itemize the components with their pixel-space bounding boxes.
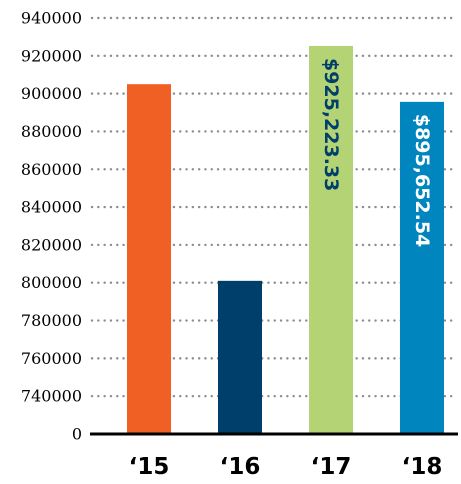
bar bbox=[309, 45, 353, 434]
y-tick-label: 880000 bbox=[21, 122, 82, 141]
x-tick-label: ‘16 bbox=[220, 454, 261, 480]
gridlines bbox=[90, 16, 458, 398]
x-tick-label: ‘15 bbox=[129, 454, 170, 480]
y-tick-label: 760000 bbox=[21, 349, 82, 368]
x-axis-ticks: ‘15 ‘16 ‘17 ‘18 bbox=[129, 454, 443, 480]
bar bbox=[127, 84, 171, 434]
x-tick-label: ‘18 bbox=[402, 454, 443, 480]
y-tick-label: 740000 bbox=[21, 387, 82, 406]
y-axis-ticks: 0 740000 760000 780000 800000 820000 840000 860… bbox=[21, 9, 82, 444]
y-tick-label: 860000 bbox=[21, 160, 82, 179]
y-tick-label: 820000 bbox=[21, 235, 82, 254]
bar-data-label: $925,223.33 bbox=[320, 58, 342, 191]
bar bbox=[218, 280, 262, 434]
y-tick-label: 780000 bbox=[21, 311, 82, 330]
y-tick-label: 800000 bbox=[21, 273, 82, 292]
bar-data-labels: $925,223.33 $895,652.54 bbox=[320, 58, 433, 247]
y-tick-label: 940000 bbox=[21, 9, 82, 28]
y-tick-label: 920000 bbox=[21, 46, 82, 65]
bars bbox=[127, 45, 444, 434]
y-tick-label: 840000 bbox=[21, 198, 82, 217]
bar-data-label: $895,652.54 bbox=[411, 114, 433, 247]
y-tick-label: 0 bbox=[72, 425, 82, 444]
bar bbox=[400, 101, 444, 434]
x-tick-label: ‘17 bbox=[311, 454, 352, 480]
y-tick-label: 900000 bbox=[21, 84, 82, 103]
